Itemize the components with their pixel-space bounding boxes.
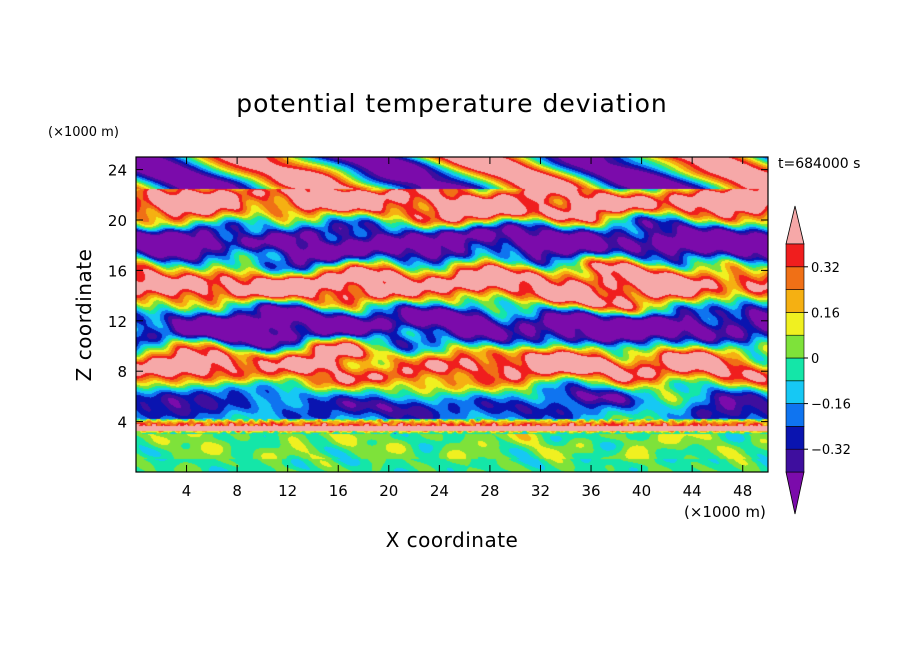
y-tick-label: 8 — [117, 363, 127, 381]
colorbar-swatch — [785, 312, 805, 336]
x-tick-label: 28 — [480, 482, 499, 500]
x-tick-label: 40 — [632, 482, 651, 500]
y-axis: 4 8 12 16 20 24 — [108, 162, 768, 432]
x-unit-label: (×1000 m) — [684, 503, 766, 521]
colorbar-swatch — [785, 243, 805, 268]
x-axis-label: X coordinate — [386, 528, 519, 552]
colorbar-under-triangle — [785, 471, 805, 515]
x-tick-label: 24 — [430, 482, 449, 500]
x-tick-label: 16 — [329, 482, 348, 500]
colorbar-swatch — [785, 380, 805, 404]
colorbar-swatch — [785, 357, 805, 382]
y-unit-label: (×1000 m) — [48, 125, 119, 140]
colorbar: −0.32 −0.16 0 0.16 0.32 — [785, 205, 851, 515]
x-tick-label: 8 — [232, 482, 242, 500]
colorbar-swatch — [785, 289, 805, 313]
time-label: t=684000 s — [778, 156, 860, 172]
y-axis-label: Z coordinate — [72, 249, 96, 382]
colorbar-swatch — [785, 448, 805, 473]
colorbar-label: 0.32 — [811, 261, 840, 276]
x-tick-label: 20 — [379, 482, 398, 500]
plot-frame — [135, 156, 769, 473]
y-tick-label: 16 — [108, 262, 127, 280]
x-tick-label: 44 — [683, 482, 702, 500]
colorbar-label: 0 — [811, 352, 819, 367]
y-tick-label: 12 — [108, 313, 127, 331]
x-tick-label: 4 — [182, 482, 192, 500]
x-axis: 4 8 12 16 20 24 28 32 36 40 44 48 — [182, 157, 752, 500]
x-tick-label: 32 — [531, 482, 550, 500]
colorbar-label: −0.32 — [811, 443, 851, 458]
colorbar-swatch — [785, 334, 805, 359]
x-tick-label: 12 — [278, 482, 297, 500]
colorbar-swatch — [785, 266, 805, 290]
plot-area — [136, 157, 768, 472]
colorbar-swatch — [785, 403, 805, 427]
colorbar-label: −0.16 — [811, 398, 851, 413]
y-tick-label: 4 — [117, 414, 127, 432]
y-tick-label: 24 — [108, 162, 127, 180]
colorbar-swatch — [785, 426, 805, 450]
colorbar-over-triangle — [785, 205, 805, 245]
x-tick-label: 48 — [733, 482, 752, 500]
colorbar-label: 0.16 — [811, 306, 840, 321]
contour-field — [136, 157, 768, 472]
chart-title: potential temperature deviation — [236, 89, 667, 118]
x-tick-label: 36 — [581, 482, 600, 500]
y-tick-label: 20 — [108, 212, 127, 230]
